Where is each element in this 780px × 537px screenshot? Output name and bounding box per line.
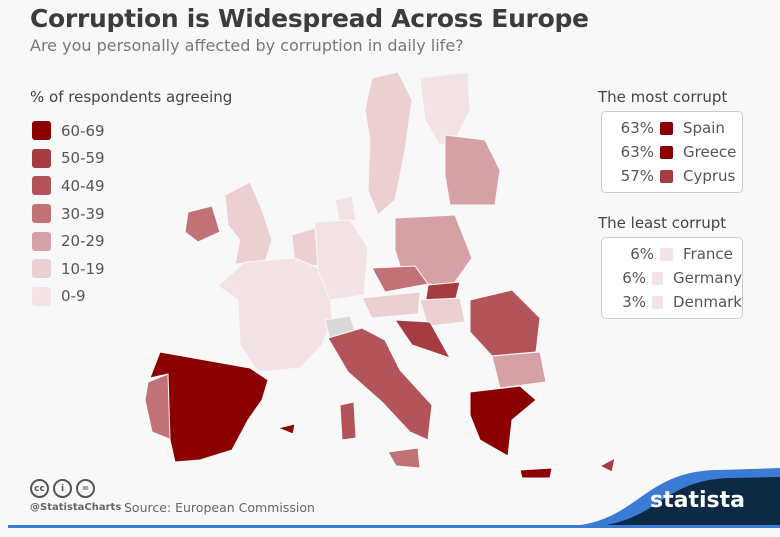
legend-swatch <box>32 148 51 168</box>
ranking-percent: 6% <box>622 269 647 287</box>
least-corrupt-title: The least corrupt <box>598 214 727 232</box>
country-greece <box>469 385 537 457</box>
most-corrupt-box: 63% Spain 63% Greece 57% Cyprus <box>601 111 743 193</box>
legend-swatch <box>32 286 51 306</box>
attribution-icon: i <box>53 479 72 498</box>
ranking-country: Spain <box>683 119 725 137</box>
country-sardinia <box>339 401 357 441</box>
legend-label: 10-19 <box>61 259 105 278</box>
ranking-country: Greece <box>683 143 737 161</box>
footer-banner <box>590 477 780 527</box>
ranking-percent: 3% <box>622 293 647 311</box>
country-denmark <box>334 195 357 225</box>
legend-swatch <box>32 231 51 251</box>
legend: 60-69 50-59 40-49 30-39 20-29 10-19 0-9 <box>32 117 105 310</box>
ranking-row: 6% France <box>602 242 742 266</box>
footer-line <box>8 525 780 528</box>
legend-item: 20-29 <box>32 227 105 255</box>
legend-item: 0-9 <box>32 283 105 311</box>
country-uk <box>224 181 273 265</box>
country-czech <box>371 265 429 293</box>
least-corrupt-box: 6% France 6% Germany 3% Denmark <box>601 237 743 319</box>
ranking-row: 6% Germany <box>602 266 742 290</box>
ranking-swatch <box>660 247 673 261</box>
country-germany <box>314 219 369 301</box>
country-france <box>217 257 333 373</box>
ranking-row: 63% Spain <box>602 116 742 140</box>
legend-swatch <box>32 204 51 224</box>
ranking-swatch <box>660 145 673 159</box>
ranking-swatch <box>660 169 673 183</box>
country-portugal <box>144 373 173 441</box>
country-bulgaria <box>491 351 547 389</box>
legend-swatch <box>32 121 51 141</box>
country-romania <box>469 289 541 357</box>
legend-label: 40-49 <box>61 176 105 195</box>
ranking-percent: 57% <box>620 167 654 185</box>
country-norway-sweden <box>364 71 413 216</box>
ranking-country: Cyprus <box>683 167 736 185</box>
legend-title: % of respondents agreeing <box>30 88 233 106</box>
ranking-swatch <box>660 121 673 135</box>
country-crete <box>519 467 553 479</box>
twitter-handle: @StatistaCharts <box>30 502 122 513</box>
no-derivatives-icon: = <box>76 479 95 498</box>
country-cyprus <box>598 457 616 473</box>
ranking-row: 3% Denmark <box>602 290 742 314</box>
creative-commons-icons: cc i = <box>30 479 95 498</box>
legend-label: 60-69 <box>61 121 105 140</box>
ranking-row: 57% Cyprus <box>602 164 742 188</box>
country-spain <box>149 351 269 463</box>
country-hungary <box>419 297 466 327</box>
country-baltics <box>444 134 501 206</box>
legend-item: 40-49 <box>32 172 105 200</box>
ranking-row: 63% Greece <box>602 140 742 164</box>
ranking-country: Germany <box>673 269 742 287</box>
page-title: Corruption is Widespread Across Europe <box>30 4 589 33</box>
country-austria <box>361 291 421 319</box>
most-corrupt-title: The most corrupt <box>598 88 728 106</box>
legend-label: 0-9 <box>61 287 86 306</box>
country-croatia-slovenia <box>394 319 452 359</box>
legend-item: 30-39 <box>32 200 105 228</box>
legend-label: 20-29 <box>61 232 105 251</box>
country-ireland <box>184 205 221 243</box>
page-subtitle: Are you personally affected by corruptio… <box>30 36 464 55</box>
legend-item: 60-69 <box>32 117 105 145</box>
country-italy <box>327 327 433 441</box>
cc-icon: cc <box>30 479 49 498</box>
ranking-country: Denmark <box>673 293 742 311</box>
ranking-swatch <box>652 271 664 285</box>
ranking-percent: 6% <box>630 245 654 263</box>
ranking-percent: 63% <box>620 143 654 161</box>
legend-swatch <box>32 176 51 196</box>
legend-label: 50-59 <box>61 149 105 168</box>
country-finland <box>419 71 471 146</box>
country-sicily <box>387 447 421 469</box>
legend-label: 30-39 <box>61 204 105 223</box>
legend-item: 50-59 <box>32 145 105 173</box>
ranking-country: France <box>683 245 733 263</box>
ranking-swatch <box>652 295 664 309</box>
ranking-percent: 63% <box>620 119 654 137</box>
country-balearic-islands <box>276 423 296 435</box>
legend-swatch <box>32 259 51 279</box>
source-text: Source: European Commission <box>124 500 315 515</box>
legend-item: 10-19 <box>32 255 105 283</box>
statista-logo: statista <box>650 488 745 513</box>
